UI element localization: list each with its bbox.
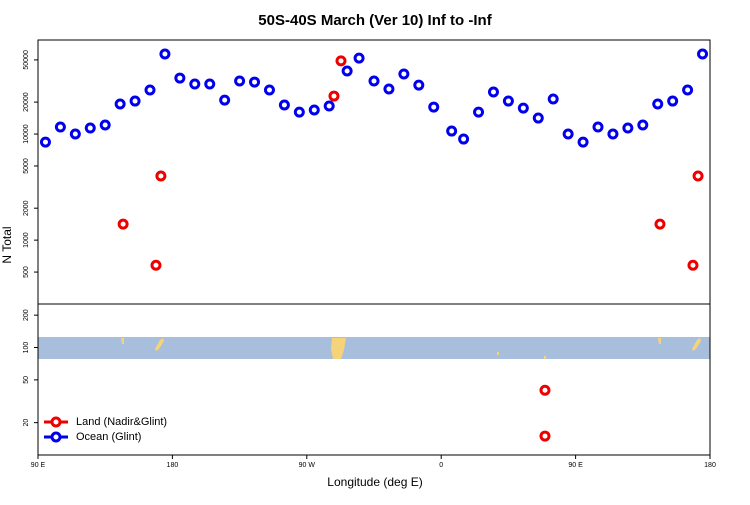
point [99, 119, 111, 131]
point [353, 52, 365, 64]
point [189, 78, 201, 90]
point [150, 259, 162, 271]
point [159, 48, 171, 60]
y-tick-label: 100 [23, 342, 30, 354]
point [428, 101, 440, 113]
point [341, 65, 353, 77]
point [687, 259, 699, 271]
point [54, 121, 66, 133]
legend-marker [50, 416, 62, 428]
point [692, 170, 704, 182]
point [398, 68, 410, 80]
x-tick-label: 90 E [31, 462, 46, 469]
x-axis-label: Longitude (deg E) [327, 475, 422, 489]
legend-label: Land (Nadir&Glint) [76, 416, 167, 428]
point [69, 128, 81, 140]
point [547, 93, 559, 105]
ocean-band [38, 337, 710, 359]
top-frame [37, 39, 711, 305]
x-tick-label: 0 [439, 462, 443, 469]
point [446, 125, 458, 137]
point [234, 75, 246, 87]
x-tick-label: 180 [704, 462, 716, 469]
y-tick-label: 50 [23, 376, 30, 384]
x-tick-label: 90 E [568, 462, 583, 469]
point [532, 112, 544, 124]
y-tick-label: 50000 [23, 50, 30, 70]
point [278, 99, 290, 111]
point [204, 78, 216, 90]
point [263, 84, 275, 96]
point [682, 84, 694, 96]
point [502, 95, 514, 107]
point [607, 128, 619, 140]
point [539, 430, 551, 442]
point [577, 136, 589, 148]
point [654, 218, 666, 230]
y-tick-label: 1000 [23, 232, 30, 248]
point [328, 90, 340, 102]
point [144, 84, 156, 96]
x-tick-label: 180 [167, 462, 179, 469]
y-tick-label: 20 [23, 419, 30, 427]
point [39, 136, 51, 148]
y-tick-label: 5000 [23, 158, 30, 174]
point [308, 104, 320, 116]
point [667, 95, 679, 107]
point [413, 79, 425, 91]
point [129, 95, 141, 107]
point [458, 133, 470, 145]
legend-marker [50, 431, 62, 443]
point [323, 100, 335, 112]
point [622, 122, 634, 134]
point [335, 55, 347, 67]
point [174, 72, 186, 84]
point [473, 106, 485, 118]
chart-title: 50S-40S March (Ver 10) Inf to -Inf [258, 12, 492, 29]
point [368, 75, 380, 87]
legend-label: Ocean (Glint) [76, 431, 141, 443]
y-tick-label: 20000 [23, 92, 30, 112]
point [155, 170, 167, 182]
point [114, 98, 126, 110]
point [592, 121, 604, 133]
point [562, 128, 574, 140]
x-tick-label: 90 W [299, 462, 316, 469]
point [117, 218, 129, 230]
point [487, 86, 499, 98]
y-tick-label: 500 [23, 266, 30, 278]
point [697, 48, 709, 60]
y-tick-label: 2000 [23, 200, 30, 216]
point [539, 384, 551, 396]
map-strip [38, 337, 710, 359]
point [652, 98, 664, 110]
point [293, 106, 305, 118]
y-tick-label: 200 [23, 309, 30, 321]
point [517, 102, 529, 114]
y-tick-label: 10000 [23, 124, 30, 144]
point [637, 119, 649, 131]
point [219, 94, 231, 106]
y-axis-label: N Total [0, 226, 14, 263]
point [249, 76, 261, 88]
point [84, 122, 96, 134]
point [383, 83, 395, 95]
